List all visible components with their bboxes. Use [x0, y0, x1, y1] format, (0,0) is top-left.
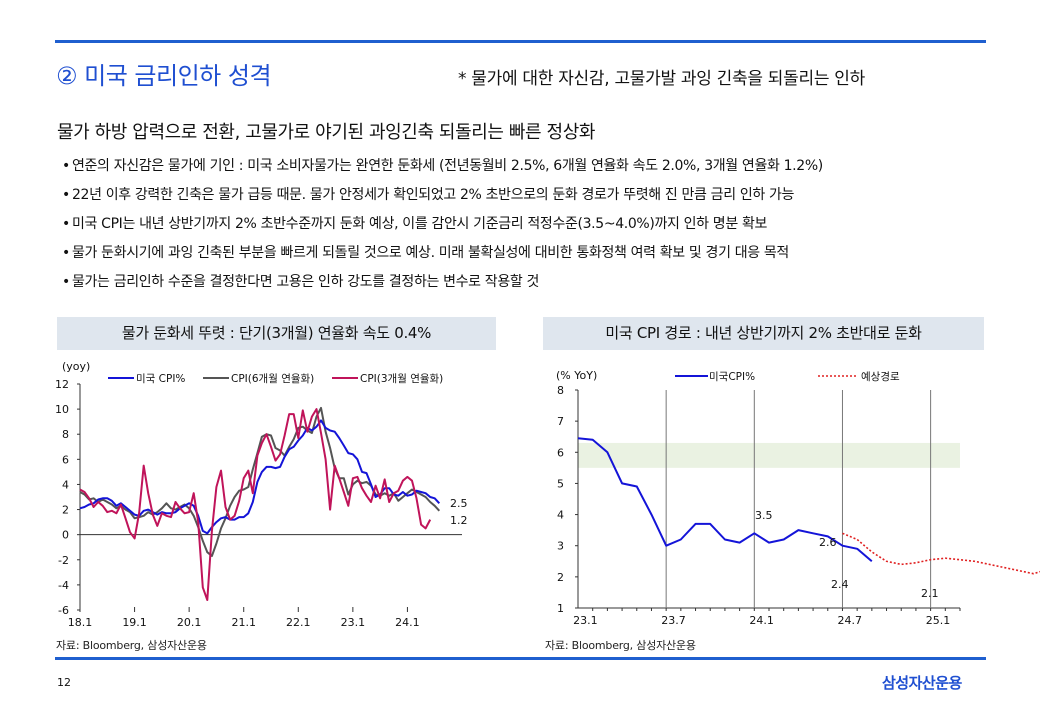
- x-tick-label: 21.1: [231, 616, 256, 629]
- annotation-3-5: 3.5: [755, 509, 773, 522]
- x-tick-label: 23.1: [341, 616, 366, 629]
- bullet-marker: •: [62, 216, 70, 232]
- legend-label-3m: CPI(3개월 연율화): [360, 373, 443, 385]
- bullet-text: 물가는 금리인하 수준을 결정한다면 고용은 인하 강도를 결정하는 변수로 작…: [72, 274, 540, 290]
- cpi-path-chart: (% YoY) 8 7 6 5 4 3 2 1 23.1 23.7 24.1 24.7 25.1 미국…: [556, 369, 1040, 627]
- chart1-title: 물가 둔화세 뚜렷 : 단기(3개월) 연율화 속도 0.4%: [57, 317, 496, 350]
- x-tick-label: 19.1: [122, 616, 147, 629]
- chart2-title: 미국 CPI 경로 : 내년 상반기까지 2% 초반대로 둔화: [543, 317, 984, 350]
- x-tick-label: 18.1: [68, 616, 93, 629]
- y-tick-label: 8: [557, 384, 564, 397]
- top-rule: [55, 40, 986, 43]
- annotation-2-4: 2.4: [831, 578, 849, 591]
- legend-label-forecast: 예상경로: [861, 370, 900, 383]
- bullet-item: • 물가는 금리인하 수준을 결정한다면 고용은 인하 강도를 결정하는 변수로 …: [62, 271, 1002, 300]
- y-axis-label: (% YoY): [556, 369, 597, 382]
- x-tick-label: 24.1: [749, 614, 774, 627]
- y-tick-label: 4: [557, 509, 564, 522]
- bullet-text: 물가 둔화시기에 과잉 긴축된 부분을 빠르게 되돌릴 것으로 예상. 미래 불…: [72, 245, 789, 261]
- y-axis-label: (yoy): [62, 360, 90, 373]
- annotation-2-6: 2.6: [819, 536, 837, 549]
- page-subnote: * 물가에 대한 자신감, 고물가발 과잉 긴축을 되돌리는 인하: [458, 69, 865, 89]
- series-line-forecast: [842, 532, 1040, 575]
- x-tick-label: 25.1: [926, 614, 951, 627]
- bullet-item: • 22년 이후 강력한 긴축은 물가 급등 때문. 물가 안정세가 확인되었고 …: [62, 184, 1002, 213]
- y-tick-label: 2: [557, 571, 564, 584]
- y-tick-label: 6: [62, 453, 69, 466]
- legend-label-cpi: 미국 CPI%: [136, 373, 185, 385]
- bullet-text: 연준의 자신감은 물가에 기인 : 미국 소비자물가는 완연한 둔화세 (전년동…: [72, 158, 823, 174]
- y-tick-label: 6: [557, 446, 564, 459]
- bullet-text: 미국 CPI는 내년 상반기까지 2% 초반수준까지 둔화 예상, 이를 감안시…: [72, 216, 768, 232]
- y-tick-label: 3: [557, 540, 564, 553]
- legend-label-6m: CPI(6개월 연율화): [231, 373, 314, 385]
- brand-logo: 삼성자산운용: [882, 674, 962, 692]
- x-tick-label: 20.1: [177, 616, 202, 629]
- bullet-item: • 물가 둔화시기에 과잉 긴축된 부분을 빠르게 되돌릴 것으로 예상. 미래 …: [62, 242, 1002, 271]
- x-tick-label: 23.7: [661, 614, 686, 627]
- series-line-cpi-3m: [79, 408, 432, 601]
- target-band: [578, 442, 960, 468]
- bullet-marker: •: [62, 274, 70, 290]
- bullet-item: • 연준의 자신감은 물가에 기인 : 미국 소비자물가는 완연한 둔화세 (전년…: [62, 155, 1002, 184]
- source-note: 자료: Bloomberg, 삼성자산운용: [56, 639, 207, 652]
- end-label-3m: 1.2: [450, 514, 468, 527]
- bullet-list: • 연준의 자신감은 물가에 기인 : 미국 소비자물가는 완연한 둔화세 (전년…: [62, 155, 1002, 300]
- bullet-item: • 미국 CPI는 내년 상반기까지 2% 초반수준까지 둔화 예상, 이를 감안…: [62, 213, 1002, 242]
- y-tick-label: 4: [62, 478, 69, 491]
- bullet-text: 22년 이후 강력한 긴축은 물가 급등 때문. 물가 안정세가 확인되었고 2…: [72, 187, 795, 203]
- y-tick-label: -2: [58, 554, 69, 567]
- cpi-annualized-chart: (yoy) 12 10 8 6 4 2 0 -2 -4 -6 18.1 19.1 20.1 21.1 22…: [55, 360, 468, 629]
- x-tick-label: 24.1: [395, 616, 420, 629]
- x-tick-label: 23.1: [573, 614, 598, 627]
- bullet-marker: •: [62, 158, 70, 174]
- y-tick-label: 2: [62, 504, 69, 517]
- x-tick-label: 24.7: [838, 614, 863, 627]
- source-note: 자료: Bloomberg, 삼성자산운용: [545, 639, 696, 652]
- section-heading: 물가 하방 압력으로 전환, 고물가로 야기된 과잉긴축 되돌리는 빠른 정상화: [57, 122, 596, 143]
- y-tick-label: 5: [557, 477, 564, 490]
- annotation-2-1: 2.1: [921, 587, 939, 600]
- end-label-yoy: 2.5: [450, 497, 468, 510]
- y-tick-label: 8: [62, 428, 69, 441]
- series-line-cpi: [577, 437, 873, 563]
- y-tick-label: 7: [557, 415, 564, 428]
- bullet-marker: •: [62, 187, 70, 203]
- y-tick-label: -4: [58, 579, 69, 592]
- y-tick-label: -6: [58, 604, 69, 617]
- y-tick-label: 1: [557, 602, 564, 615]
- page-title: ② 미국 금리인하 성격: [56, 62, 272, 90]
- bullet-marker: •: [62, 245, 70, 261]
- y-tick-label: 0: [62, 529, 69, 542]
- y-tick-label: 10: [55, 403, 69, 416]
- y-tick-label: 12: [55, 378, 69, 391]
- x-tick-label: 22.1: [286, 616, 311, 629]
- bottom-rule: [55, 657, 986, 660]
- legend-label-cpi: 미국CPI%: [709, 371, 755, 383]
- page-number: 12: [57, 676, 71, 689]
